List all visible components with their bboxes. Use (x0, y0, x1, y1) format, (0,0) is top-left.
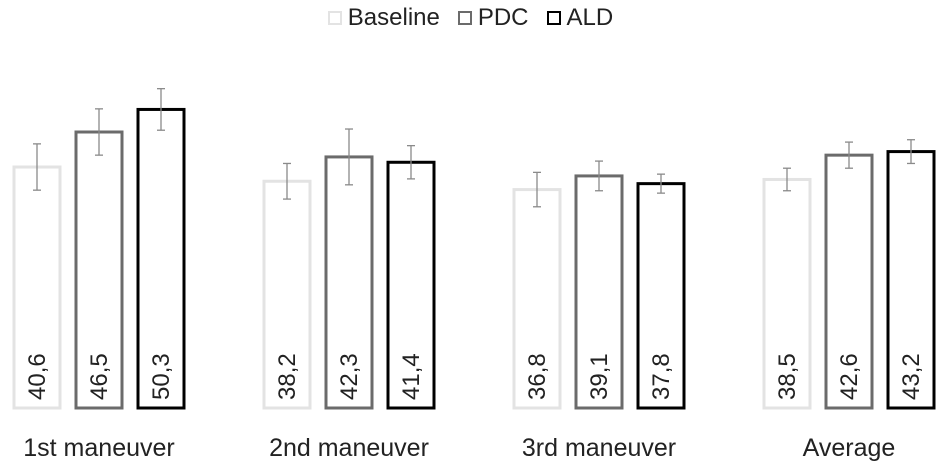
legend-label-baseline: Baseline (347, 4, 440, 31)
category-label-0: 1st maneuver (23, 434, 174, 462)
legend-label-ald: ALD (566, 4, 614, 31)
legend-item-baseline: Baseline (327, 4, 440, 32)
bar-baseline-1 (262, 179, 312, 410)
error-bar-ald-2 (657, 173, 665, 194)
data-label-pdc-3: 42,6 (836, 353, 863, 400)
error-bar-baseline-2 (533, 171, 541, 208)
bar-ald-3 (886, 150, 936, 410)
bar-baseline-2 (512, 188, 562, 410)
error-bar-baseline-0 (33, 143, 41, 191)
error-bar-pdc-3 (845, 141, 853, 169)
data-label-baseline-0: 40,6 (24, 353, 51, 400)
data-label-baseline-1: 38,2 (274, 353, 301, 400)
data-label-ald-0: 50,3 (148, 353, 175, 400)
legend-item-pdc: PDC (457, 4, 529, 32)
data-label-pdc-1: 42,3 (336, 353, 363, 400)
bar-ald-2 (636, 182, 686, 410)
error-bar-pdc-0 (95, 108, 103, 156)
legend-swatch-ald (546, 11, 561, 25)
chart-legend: Baseline PDC ALD (0, 4, 941, 32)
error-bar-pdc-1 (345, 128, 353, 186)
category-label-2: 3rd maneuver (522, 434, 676, 462)
error-bar-pdc-2 (595, 160, 603, 192)
bar-baseline-3 (762, 177, 812, 410)
error-bar-baseline-3 (783, 167, 791, 192)
data-label-baseline-3: 38,5 (774, 353, 801, 400)
category-label-3: Average (803, 434, 896, 462)
bar-pdc-3 (824, 153, 874, 410)
bar-ald-1 (386, 160, 436, 410)
bar-pdc-1 (324, 155, 374, 410)
error-bar-ald-1 (407, 145, 415, 180)
data-label-ald-1: 41,4 (398, 353, 425, 400)
data-label-ald-2: 37,8 (648, 353, 675, 400)
error-bar-baseline-1 (283, 162, 291, 200)
data-label-pdc-0: 46,5 (86, 353, 113, 400)
legend-label-pdc: PDC (477, 4, 529, 31)
error-bar-ald-3 (907, 139, 915, 165)
data-label-baseline-2: 36,8 (524, 353, 551, 400)
legend-swatch-baseline (327, 11, 342, 25)
legend-swatch-pdc (457, 11, 472, 25)
category-label-1: 2nd maneuver (269, 434, 429, 462)
data-label-ald-3: 43,2 (898, 353, 925, 400)
bar-pdc-0 (74, 130, 124, 410)
legend-item-ald: ALD (546, 4, 614, 32)
error-bar-ald-0 (157, 88, 165, 131)
data-label-pdc-2: 39,1 (586, 353, 613, 400)
bar-pdc-2 (574, 174, 624, 410)
